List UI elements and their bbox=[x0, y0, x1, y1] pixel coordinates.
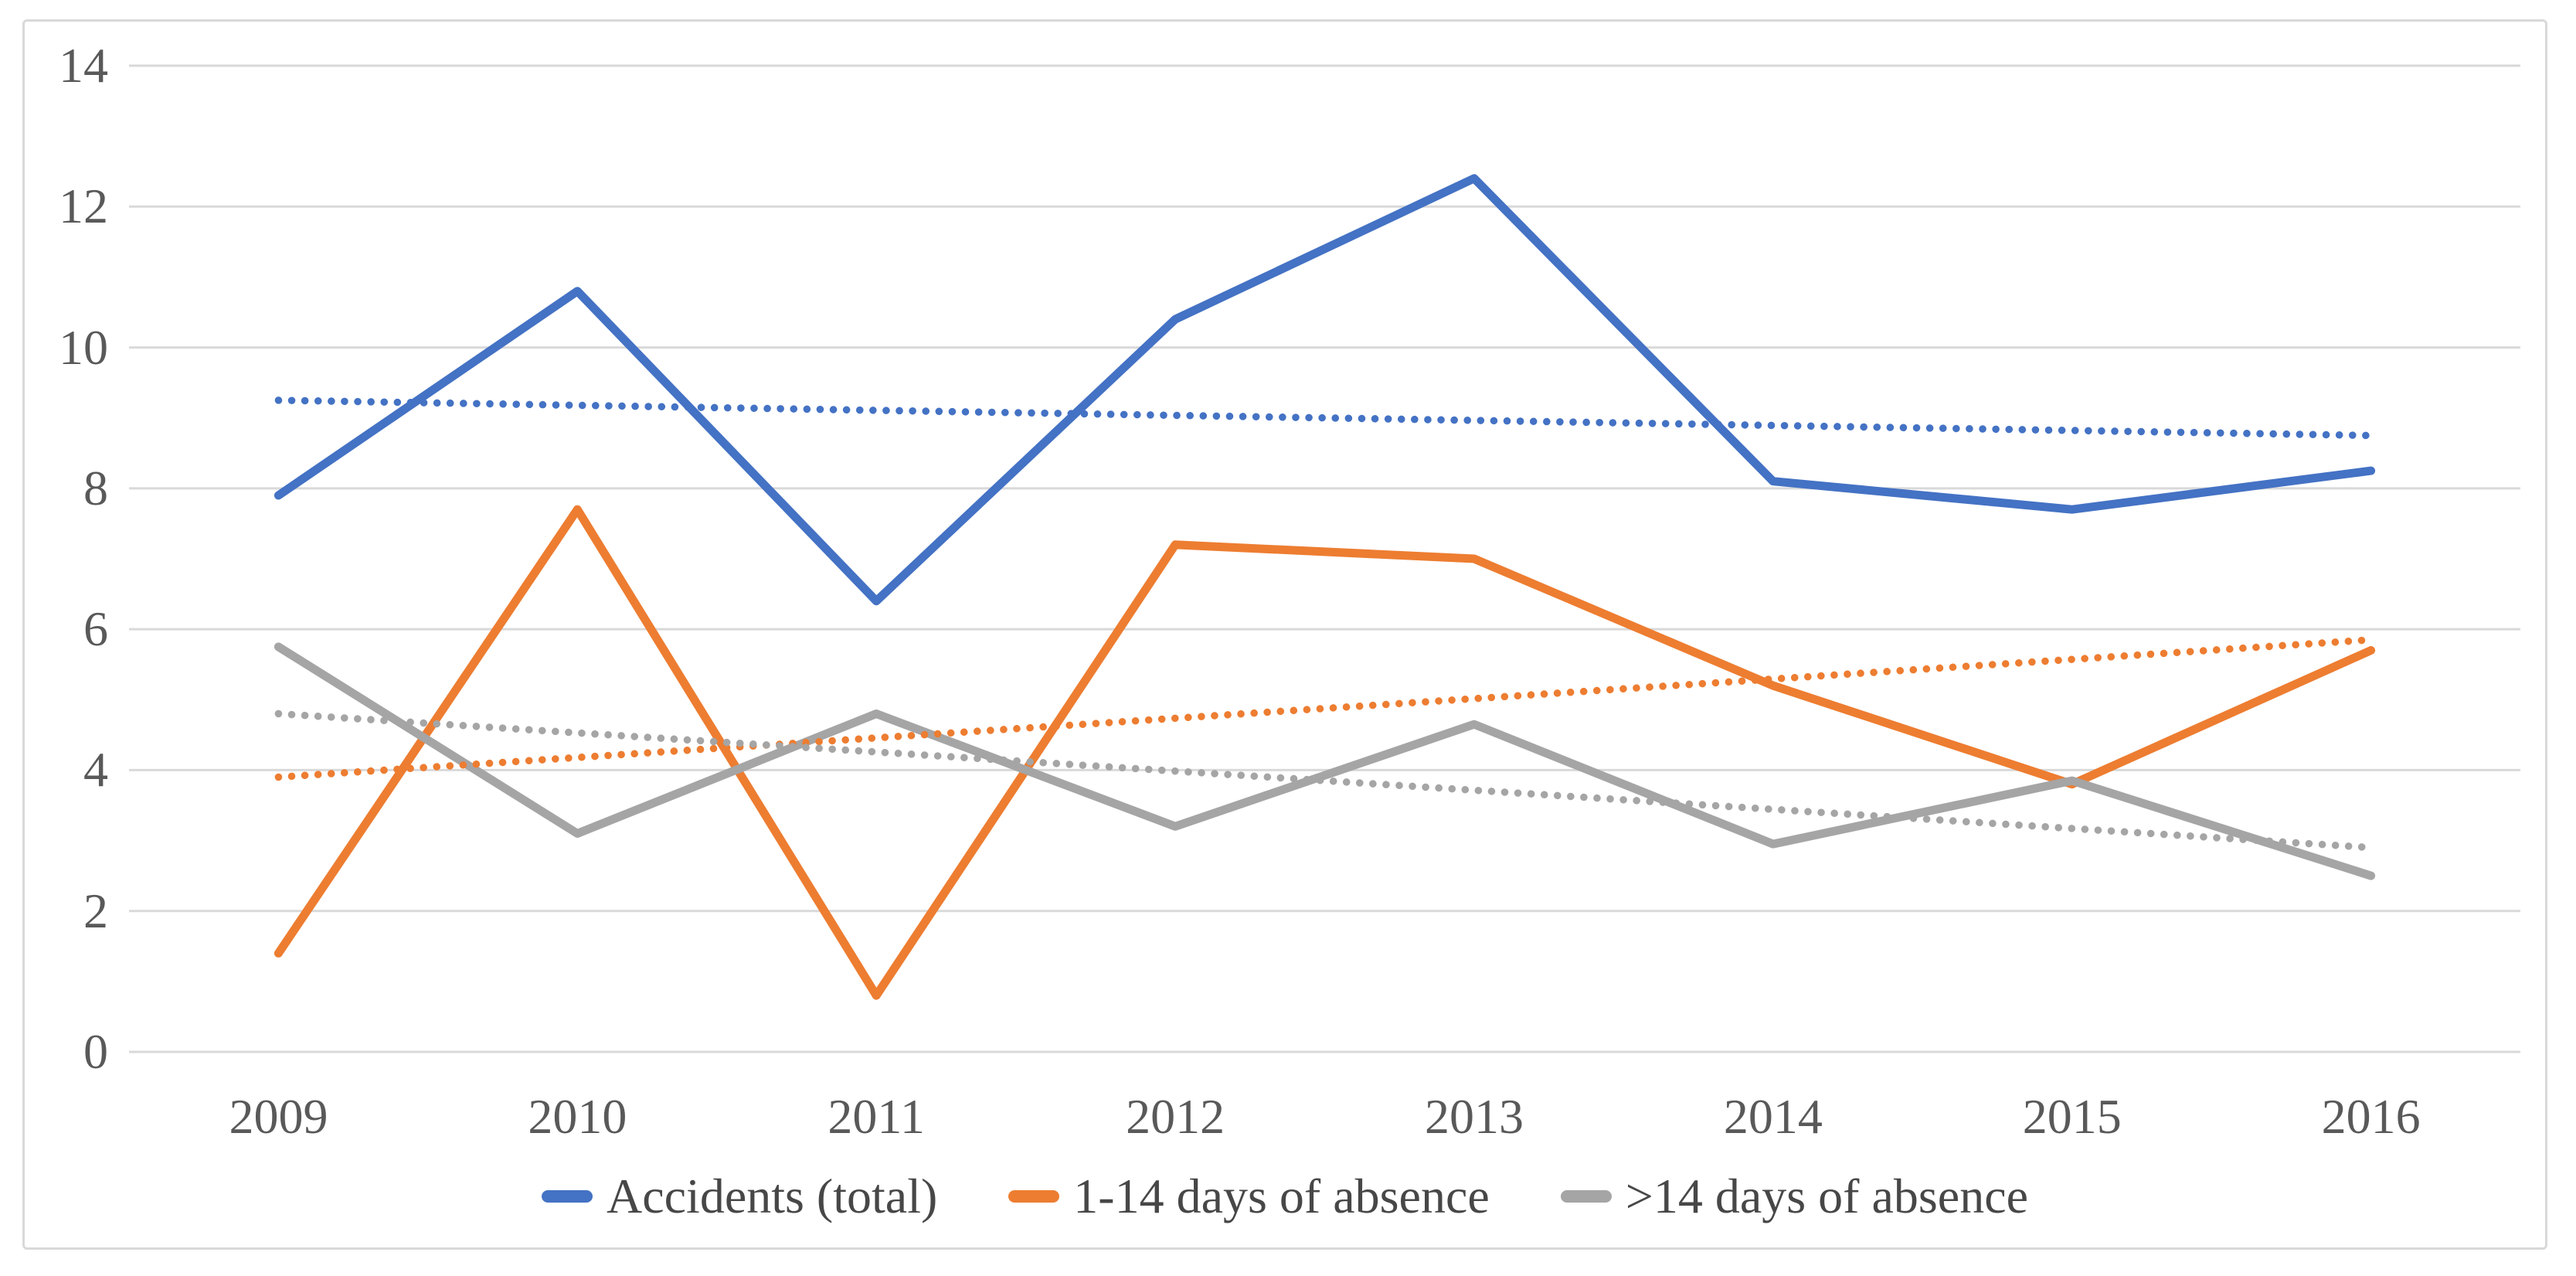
y-tick-label-2: 2 bbox=[83, 883, 108, 938]
legend-label-14-days-of-absence: >14 days of absence bbox=[1625, 1169, 2028, 1223]
series-line-14-days-of-absence bbox=[274, 642, 2376, 880]
legend-item-14-days-of-absence: >14 days of absence bbox=[1560, 1168, 2028, 1225]
legend-marker-accidents-total bbox=[542, 1190, 593, 1203]
y-tick-label-14: 14 bbox=[59, 38, 108, 93]
chart-legend: Accidents (total) 1-14 days of absence >14… bbox=[22, 1158, 2547, 1235]
trendline-1-14-days-of-absence bbox=[274, 636, 2375, 781]
series-line-accidents-total bbox=[274, 174, 2376, 606]
y-tick-label-8: 8 bbox=[83, 460, 108, 516]
x-tick-label-2010: 2010 bbox=[528, 1089, 627, 1144]
x-tick-label-2015: 2015 bbox=[2022, 1089, 2122, 1144]
y-tick-label-12: 12 bbox=[59, 179, 108, 234]
x-tick-label-2013: 2013 bbox=[1424, 1089, 1524, 1144]
trendline-accidents-total bbox=[274, 396, 2375, 440]
x-tick-label-2016: 2016 bbox=[2321, 1089, 2421, 1144]
x-tick-label-2009: 2009 bbox=[229, 1089, 328, 1144]
y-tick-label-4: 4 bbox=[83, 742, 108, 798]
y-tick-label-6: 6 bbox=[83, 601, 108, 657]
legend-label-1-14-days-of-absence: 1-14 days of absence bbox=[1073, 1169, 1490, 1223]
y-tick-label-0: 0 bbox=[83, 1024, 108, 1079]
legend-item-accidents-total: Accidents (total) bbox=[542, 1168, 937, 1225]
legend-label-accidents-total: Accidents (total) bbox=[607, 1169, 938, 1223]
legend-marker-14-days-of-absence bbox=[1560, 1190, 1612, 1203]
x-tick-label-2012: 2012 bbox=[1126, 1089, 1225, 1144]
y-tick-label-10: 10 bbox=[59, 319, 108, 375]
x-tick-label-2014: 2014 bbox=[1723, 1089, 1823, 1144]
trendline-14-days-of-absence bbox=[274, 709, 2375, 852]
legend-item-1-14-days-of-absence: 1-14 days of absence bbox=[1008, 1168, 1490, 1225]
legend-marker-1-14-days-of-absence bbox=[1008, 1190, 1060, 1203]
series-line-1-14-days-of-absence bbox=[274, 505, 2376, 1000]
figure-border bbox=[22, 19, 2547, 1250]
x-tick-label-2011: 2011 bbox=[828, 1089, 925, 1144]
